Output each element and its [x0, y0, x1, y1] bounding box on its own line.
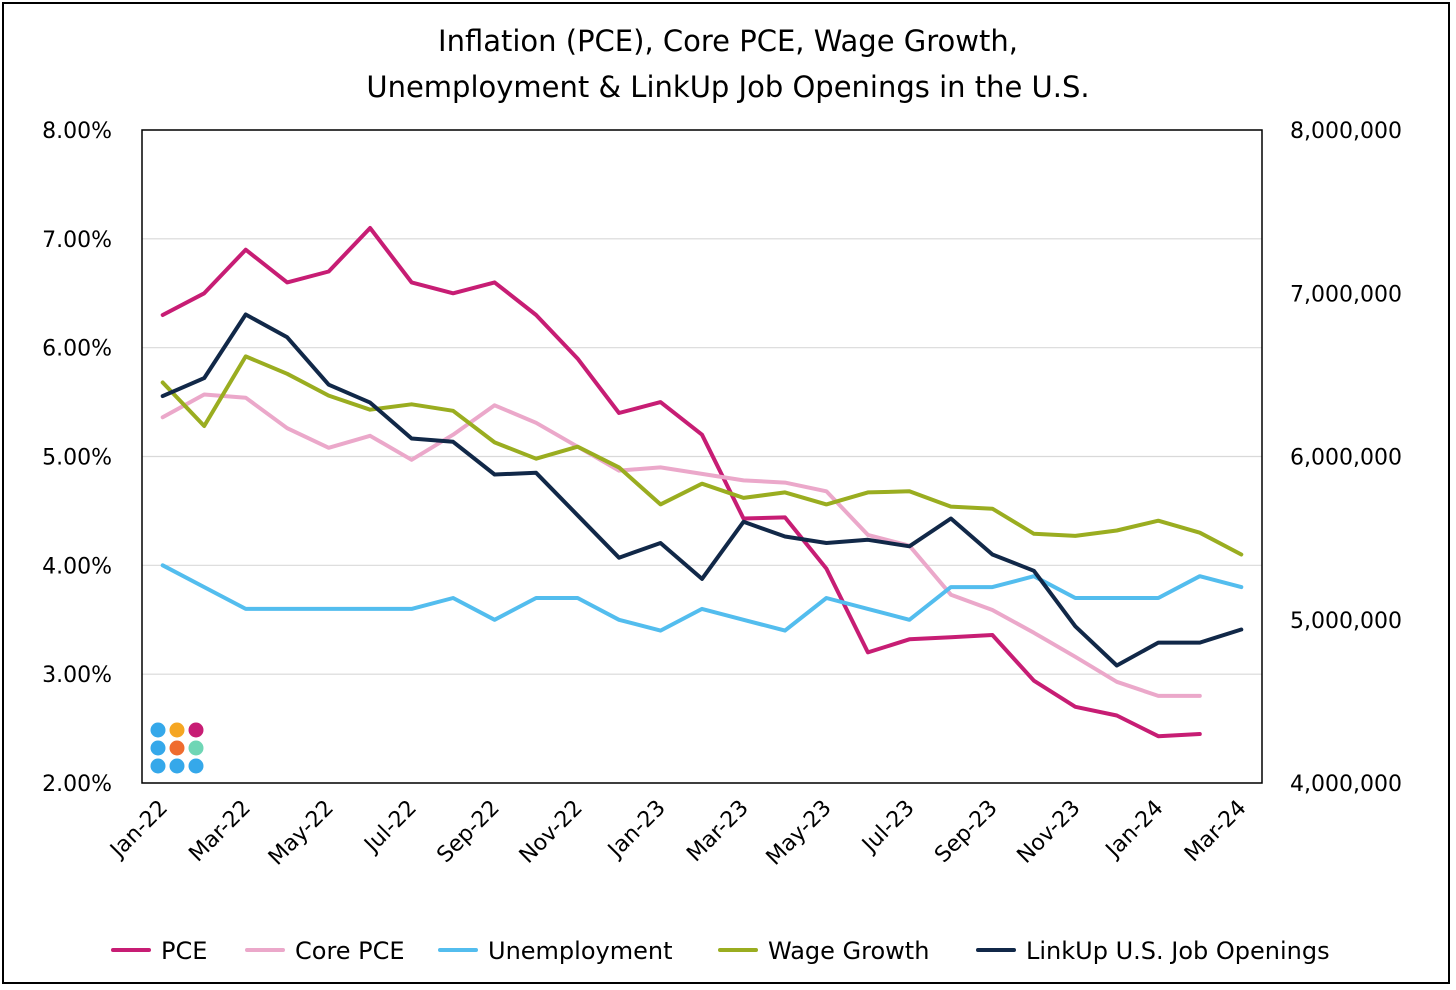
- x-tick-label: Mar-22: [184, 796, 255, 867]
- x-tick-label: Mar-24: [1180, 796, 1251, 867]
- logo-dot: [150, 740, 166, 756]
- x-axis: Jan-22 Mar-22 May-22 Jul-22 Sep-22 Nov-22 Jan-…: [104, 796, 1251, 871]
- left-y-axis: 2.00% 3.00% 4.00% 5.00% 6.00% 7.00% 8.00%: [42, 119, 112, 797]
- chart-title: Inflation (PCE), Core PCE, Wage Growth,: [438, 24, 1018, 58]
- x-tick-label: Sep-22: [432, 796, 504, 868]
- gridlines: [142, 129, 1262, 784]
- legend-label-wage-growth: Wage Growth: [768, 937, 929, 965]
- left-y-tick-label: 7.00%: [42, 228, 112, 253]
- legend-label-core-pce: Core PCE: [295, 937, 405, 965]
- logo-dot: [169, 740, 185, 756]
- logo-dot: [169, 722, 185, 738]
- left-y-tick-label: 3.00%: [42, 663, 112, 688]
- right-y-tick-label: 5,000,000: [1290, 609, 1402, 634]
- plot-area-border: [141, 129, 1263, 784]
- logo-dot: [188, 758, 204, 774]
- x-tick-label: Nov-22: [515, 796, 588, 869]
- right-y-tick-label: 6,000,000: [1290, 446, 1402, 471]
- logo-dot: [169, 758, 185, 774]
- dot-grid-logo: [150, 722, 204, 774]
- left-y-tick-label: 8.00%: [42, 119, 112, 144]
- legend: PCE Core PCE Unemployment Wage Growth LinkUp…: [111, 937, 1330, 965]
- series-line-linkup-u-s-job-openings: [160, 312, 1244, 668]
- logo-dot: [150, 758, 166, 774]
- x-tick-label: May-23: [762, 796, 837, 871]
- legend-label-linkup-u-s-job-openings: LinkUp U.S. Job Openings: [1026, 937, 1330, 965]
- x-tick-label: Jan-24: [1100, 796, 1168, 864]
- series-lines: [160, 226, 1244, 739]
- logo-dot: [188, 722, 204, 738]
- x-tick-label: Jul-22: [359, 796, 422, 859]
- series-line-pce: [160, 226, 1202, 739]
- logo-dot: [150, 722, 166, 738]
- x-tick-label: Mar-23: [682, 796, 753, 867]
- legend-label-pce: PCE: [161, 937, 207, 965]
- x-tick-label: Jan-22: [104, 796, 172, 864]
- right-y-tick-label: 8,000,000: [1290, 119, 1402, 144]
- right-y-axis: 4,000,000 5,000,000 6,000,000 7,000,000 8,00…: [1290, 119, 1402, 797]
- left-y-tick-label: 5.00%: [42, 446, 112, 471]
- right-y-tick-label: 7,000,000: [1290, 282, 1402, 307]
- left-y-tick-label: 6.00%: [42, 337, 112, 362]
- series-line-core-pce: [160, 392, 1202, 698]
- left-y-tick-label: 2.00%: [42, 772, 112, 797]
- x-tick-label: May-22: [264, 796, 339, 871]
- right-y-tick-label: 4,000,000: [1290, 772, 1402, 797]
- x-tick-label: Jan-23: [602, 796, 670, 864]
- series-line-unemployment: [160, 563, 1244, 633]
- chart-subtitle: Unemployment & LinkUp Job Openings in th…: [366, 70, 1090, 104]
- x-tick-label: Sep-23: [930, 796, 1002, 868]
- x-tick-label: Nov-23: [1013, 796, 1086, 869]
- left-y-tick-label: 4.00%: [42, 554, 112, 579]
- legend-label-unemployment: Unemployment: [488, 937, 672, 965]
- series-line-wage-growth: [160, 354, 1244, 557]
- x-tick-label: Jul-23: [856, 796, 919, 859]
- logo-dot: [188, 740, 204, 756]
